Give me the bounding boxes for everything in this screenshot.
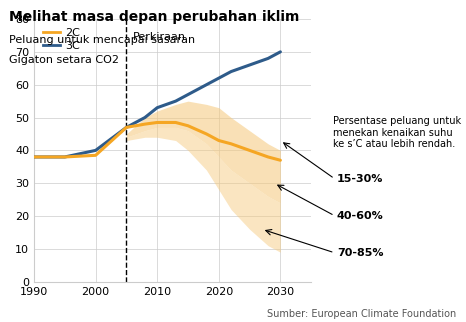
Text: Persentase peluang untuk
menekan kenaikan suhu
ke s’C atau lebih rendah.: Persentase peluang untuk menekan kenaika… <box>333 116 461 149</box>
Text: Peluang untuk mencapai sasaran: Peluang untuk mencapai sasaran <box>9 35 195 45</box>
Text: 15-30%: 15-30% <box>337 174 384 184</box>
Text: Perkiraan: Perkiraan <box>132 32 185 42</box>
Legend: 2C, 3C: 2C, 3C <box>40 24 83 54</box>
Text: Melihat masa depan perubahan iklim: Melihat masa depan perubahan iklim <box>9 10 300 24</box>
Text: Gigaton setara CO2: Gigaton setara CO2 <box>9 55 119 65</box>
Text: 70-85%: 70-85% <box>337 248 384 258</box>
Text: Sumber: European Climate Foundation: Sumber: European Climate Foundation <box>267 309 457 319</box>
Text: 40-60%: 40-60% <box>337 211 384 221</box>
